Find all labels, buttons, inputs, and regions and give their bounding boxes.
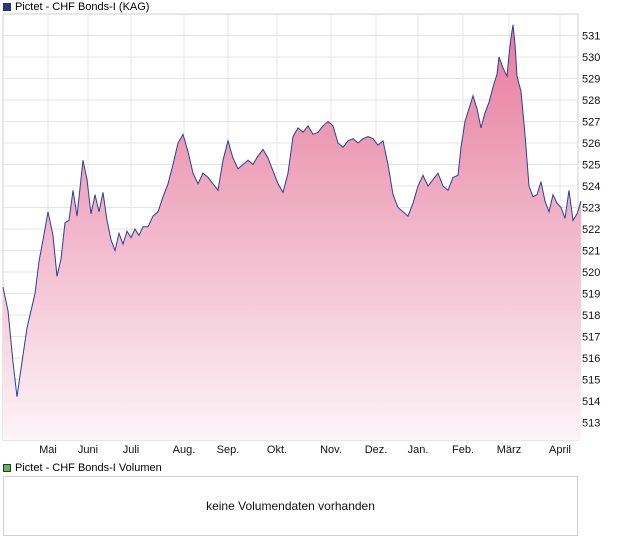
y-tick-label: 523: [582, 203, 600, 215]
x-tick-label: April: [549, 444, 571, 456]
y-tick-label: 514: [582, 396, 600, 408]
x-axis-ticks: Mai Juni Juli Aug. Sep. Okt. Nov. Dez. Jan. Feb. M…: [39, 444, 571, 456]
x-tick-label: Jan.: [408, 444, 429, 456]
y-tick-label: 522: [582, 224, 600, 236]
y-tick-label: 526: [582, 138, 600, 150]
volume-legend: Pictet - CHF Bonds-I Volumen: [3, 461, 162, 474]
y-tick-label: 527: [582, 117, 600, 129]
x-tick-label: Feb.: [452, 444, 474, 456]
y-tick-label: 513: [582, 418, 600, 430]
x-tick-label: Mai: [39, 444, 57, 456]
y-tick-label: 521: [582, 246, 600, 258]
y-tick-label: 525: [582, 160, 600, 172]
price-legend: Pictet - CHF Bonds-I (KAG): [3, 0, 149, 13]
price-line: [2, 24, 582, 397]
x-tick-label: Juni: [78, 444, 98, 456]
price-legend-label: Pictet - CHF Bonds-I (KAG): [15, 0, 150, 13]
x-tick-label: Aug.: [173, 444, 196, 456]
x-tick-label: Dez.: [365, 444, 388, 456]
y-tick-label: 517: [582, 332, 600, 344]
y-axis-ticks: 513 514 515 516 517 518 519 520 521 522 523 524 525 5…: [582, 31, 600, 430]
y-tick-label: 520: [582, 267, 600, 279]
volume-legend-label: Pictet - CHF Bonds-I Volumen: [15, 461, 162, 474]
volume-legend-swatch: [3, 463, 11, 472]
volume-panel: keine Volumendaten vorhanden: [3, 476, 578, 536]
x-tick-label: Sep.: [217, 444, 240, 456]
x-tick-label: März: [497, 444, 521, 456]
price-chart: 513 514 515 516 517 518 519 520 521 522 523 524 525 5…: [2, 13, 600, 456]
x-tick-label: Nov.: [320, 444, 342, 456]
price-legend-swatch: [3, 2, 11, 11]
no-volume-message: keine Volumendaten vorhanden: [206, 499, 375, 513]
x-tick-label: Okt.: [267, 444, 287, 456]
y-tick-label: 519: [582, 289, 600, 301]
y-tick-label: 516: [582, 353, 600, 365]
y-tick-label: 529: [582, 74, 600, 86]
x-tick-label: Juli: [123, 444, 140, 456]
y-tick-label: 518: [582, 310, 600, 322]
price-area-fill: [3, 24, 581, 441]
y-tick-label: 528: [582, 95, 600, 107]
y-tick-label: 515: [582, 375, 600, 387]
y-tick-label: 531: [582, 31, 600, 43]
y-tick-label: 524: [582, 181, 600, 193]
y-tick-label: 530: [582, 52, 600, 64]
